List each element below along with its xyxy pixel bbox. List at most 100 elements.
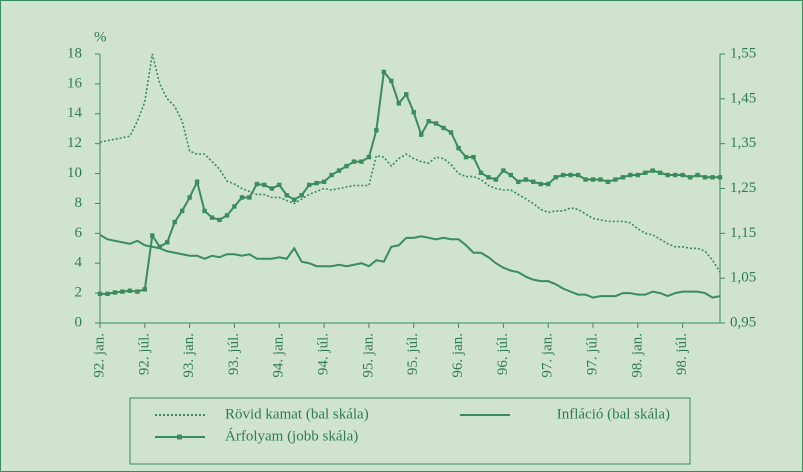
series-marker [157,244,162,249]
series-marker [635,172,641,178]
series-marker [329,172,334,178]
series-marker [717,175,723,180]
y-tick-label: 2 [75,285,83,301]
series-marker [545,181,551,187]
series-marker [351,159,357,164]
series-marker [172,219,177,225]
series-marker [553,175,558,180]
y-tick-label: 0 [75,314,83,330]
series-marker [471,154,476,160]
series-marker [314,180,319,186]
y-axis-label: % [94,29,107,45]
x-tick-label: 92. jan. [91,333,107,378]
x-tick-label: 96. júl. [495,333,511,375]
series-marker [179,208,185,214]
series-marker [680,172,685,178]
series-marker [112,290,118,295]
series-marker [538,181,543,187]
x-tick-label: 98. jan. [629,333,645,378]
series-marker [568,172,573,178]
y-tick-label: 16 [67,75,83,91]
series-marker [344,163,349,169]
series-marker [299,193,304,198]
x-tick-label: 93. jan. [181,333,197,378]
series-marker [672,172,678,178]
series-marker [419,132,424,137]
series-marker [575,172,581,178]
y2-tick-label: 1,05 [730,270,756,286]
y-tick-label: 4 [75,255,83,271]
series-marker [508,172,514,178]
series-marker [478,170,484,176]
series-marker [127,288,133,293]
series-marker [463,154,469,160]
y2-tick-label: 1,45 [730,90,756,106]
series-marker [658,170,663,176]
series-marker [695,172,700,178]
y-tick-label: 14 [67,105,83,121]
series-marker [284,193,289,198]
series-marker [523,177,528,182]
series-marker [613,177,618,182]
y2-tick-label: 1,55 [730,45,756,61]
series-marker [486,175,491,180]
series-marker [232,204,237,209]
series-marker [277,182,282,188]
y-tick-label: 12 [67,135,82,151]
series-marker [404,92,409,97]
series-marker [710,175,715,180]
series-marker [493,177,499,182]
series-marker [120,289,125,294]
x-tick-label: 94. júl. [316,333,332,375]
series-marker [97,291,103,297]
y-tick-label: 6 [75,225,83,241]
series-marker [396,101,401,106]
y2-tick-label: 1,25 [730,180,756,196]
series-marker [598,177,603,182]
series-marker [702,175,708,180]
series-marker [262,182,267,188]
series-marker [187,195,192,200]
x-tick-label: 96. jan. [450,333,466,378]
series-marker [590,177,596,182]
series-marker [643,170,648,176]
series-marker [247,195,252,200]
series-marker [381,69,387,75]
y-tick-label: 8 [75,195,83,211]
series-marker [202,208,207,214]
series-marker [292,197,297,202]
x-tick-label: 95. jan. [360,333,376,378]
series-marker [105,291,110,297]
x-tick-label: 97. jan. [540,333,556,378]
series-marker [336,168,342,173]
legend-box [129,397,691,465]
series-marker [165,240,170,245]
series-marker [374,128,379,133]
series-marker [411,110,416,115]
series-marker [456,145,461,151]
series-marker [441,125,446,131]
x-tick-label: 95. júl. [405,333,421,375]
series-marker [150,233,155,238]
x-tick-label: 94. jan. [271,333,287,378]
series-marker [135,289,140,294]
series-marker [269,186,275,191]
series-marker [209,215,215,220]
series-marker [665,172,670,178]
x-tick-label: 92. júl. [136,333,152,375]
series-marker [687,175,693,180]
x-tick-label: 93. júl. [226,333,242,375]
y2-tick-label: 1,15 [730,225,756,241]
y-tick-label: 18 [67,45,82,61]
series-marker [426,119,431,124]
legend-label: Rövid kamat (bal skála) [225,406,369,422]
legend-label: Infláció (bal skála) [557,406,670,422]
x-tick-label: 98. júl. [674,333,690,375]
x-tick-label: 97. júl. [584,333,600,375]
series-marker [359,159,364,164]
series-line [99,233,721,299]
series-marker [224,213,230,218]
series-marker [306,182,312,188]
